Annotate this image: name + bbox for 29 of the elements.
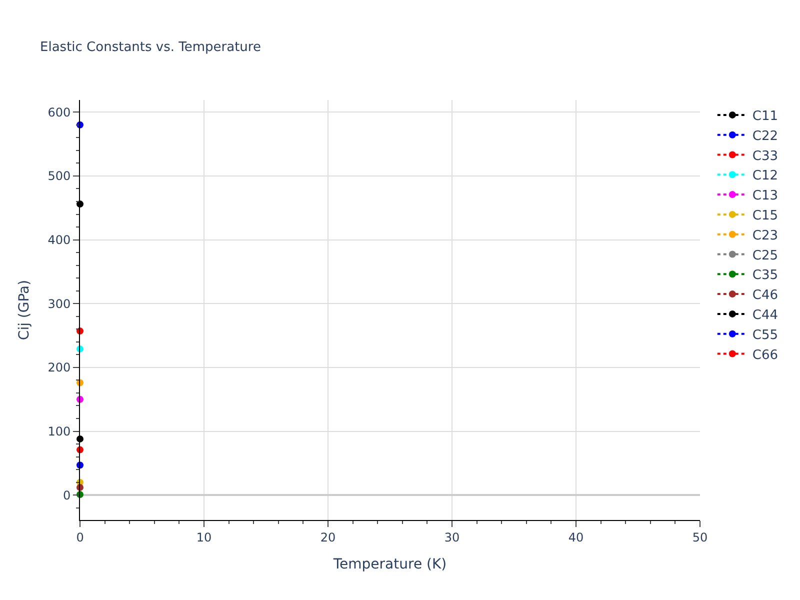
y-tick-label: 200 [48,360,71,375]
legend-label: C55 [752,328,778,343]
legend-label: C35 [752,268,778,284]
y-axis-title: Cij (GPa) [16,280,32,340]
legend-label: C66 [752,348,778,363]
x-tick-label: 50 [692,530,708,544]
x-axis-title: Temperature (K) [332,556,447,573]
legend-label: C13 [752,188,778,204]
legend-label: C25 [752,248,778,264]
x-tick-label: 40 [568,530,584,544]
legend-label: C33 [752,148,778,164]
legend-label: C11 [752,109,778,124]
x-tick-label: 0 [76,530,84,544]
y-tick-label: 100 [48,424,71,438]
legend-label: C44 [752,308,778,324]
y-tick-label: 600 [48,105,71,120]
legend-label: C46 [752,288,778,304]
chart-title: Elastic Constants vs. Temperature [40,40,261,56]
x-tick-label: 30 [444,530,460,544]
y-tick-label: 0 [62,488,71,502]
x-tick-label: 20 [320,530,336,544]
x-tick-label: 10 [196,530,212,544]
legend-label: C15 [752,208,778,224]
y-tick-label: 300 [48,296,71,311]
legend-label: C23 [752,228,778,244]
y-tick-label: 500 [48,169,71,184]
legend-label: C12 [752,168,778,184]
legend-label: C22 [752,128,778,144]
y-tick-label: 400 [48,232,71,247]
